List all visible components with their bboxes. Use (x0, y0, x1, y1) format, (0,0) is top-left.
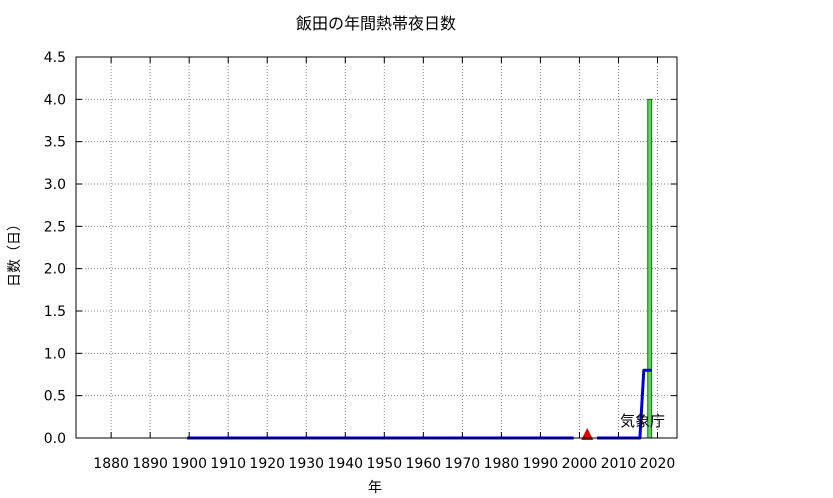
y-tick-labels: 0.0 0.5 1.0 1.5 2.0 2.5 3.0 3.5 4.0 4.5 (44, 50, 66, 447)
x-tick-label: 2020 (640, 456, 676, 472)
grid (76, 56, 677, 439)
y-tick-label: 0.0 (44, 431, 66, 447)
y-axis-label: 日数（日） (7, 217, 23, 287)
y-tick-label: 2.0 (44, 262, 66, 278)
x-tick-label: 1890 (132, 456, 168, 472)
plot-frame (75, 56, 678, 439)
x-tick-label: 1880 (93, 456, 129, 472)
axis-ticks (76, 56, 677, 439)
y-tick-label: 3.0 (44, 177, 66, 193)
marker-triangle (581, 428, 594, 440)
y-tick-label: 2.5 (44, 219, 66, 235)
markers (581, 428, 594, 440)
x-tick-label: 1970 (445, 456, 481, 472)
x-axis-label: 年 (368, 480, 382, 496)
x-tick-label: 1950 (366, 456, 402, 472)
chart-title: 飯田の年間熱帯夜日数 (296, 14, 456, 33)
x-tick-label: 1900 (171, 456, 207, 472)
bar-2018 (647, 98, 653, 439)
y-tick-label: 4.0 (44, 92, 66, 108)
x-tick-label: 1930 (288, 456, 324, 472)
x-tick-labels: 1880 1890 1900 1910 1920 1930 1940 1950 1960 1970… (93, 456, 675, 472)
y-tick-label: 1.5 (44, 304, 66, 320)
bars (647, 98, 653, 439)
y-tick-label: 0.5 (44, 389, 66, 405)
series-lines (187, 368, 652, 440)
x-tick-label: 1940 (327, 456, 363, 472)
credit-label: 気象庁 (620, 412, 665, 430)
x-tick-label: 2010 (601, 456, 637, 472)
x-tick-label: 1980 (484, 456, 520, 472)
x-tick-label: 1920 (249, 456, 285, 472)
y-tick-label: 4.5 (44, 50, 66, 66)
x-tick-label: 1910 (210, 456, 246, 472)
x-tick-label: 1960 (406, 456, 442, 472)
y-tick-label: 1.0 (44, 346, 66, 362)
y-tick-label: 3.5 (44, 135, 66, 151)
x-tick-label: 1990 (523, 456, 559, 472)
x-tick-label: 2000 (562, 456, 598, 472)
